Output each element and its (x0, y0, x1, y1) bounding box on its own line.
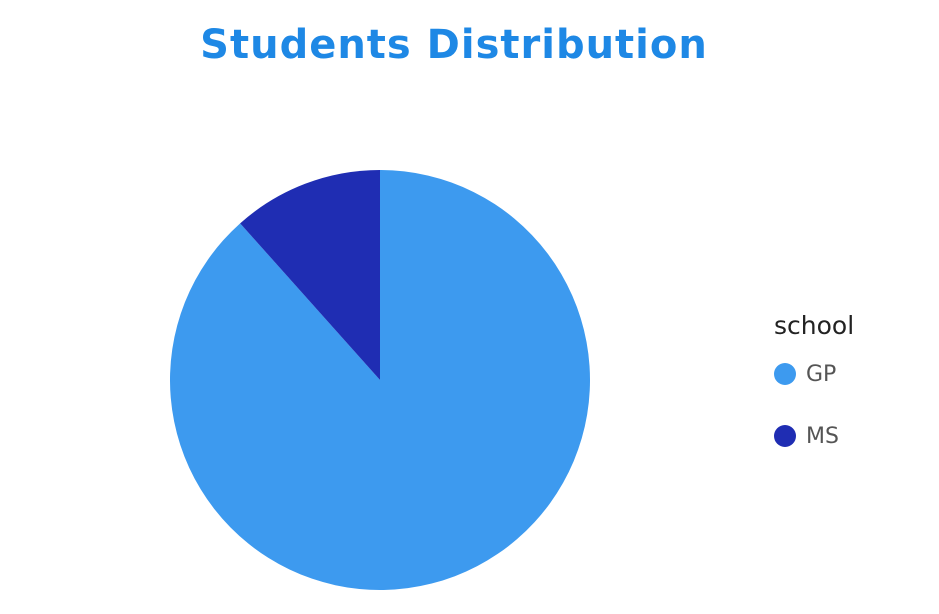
legend-swatch-ms (774, 425, 796, 447)
legend-title: school (774, 311, 855, 340)
legend-swatch-gp (774, 363, 796, 385)
legend: school GP MS (774, 310, 924, 482)
chart-title: Students Distribution (200, 22, 708, 68)
legend-item-gp: GP (774, 358, 924, 390)
legend-item-ms: MS (774, 420, 924, 452)
legend-label-ms: MS (806, 423, 839, 449)
legend-label-gp: GP (806, 361, 837, 387)
pie-slice-ms (240, 170, 380, 380)
pie-slice-gp (169, 170, 590, 590)
